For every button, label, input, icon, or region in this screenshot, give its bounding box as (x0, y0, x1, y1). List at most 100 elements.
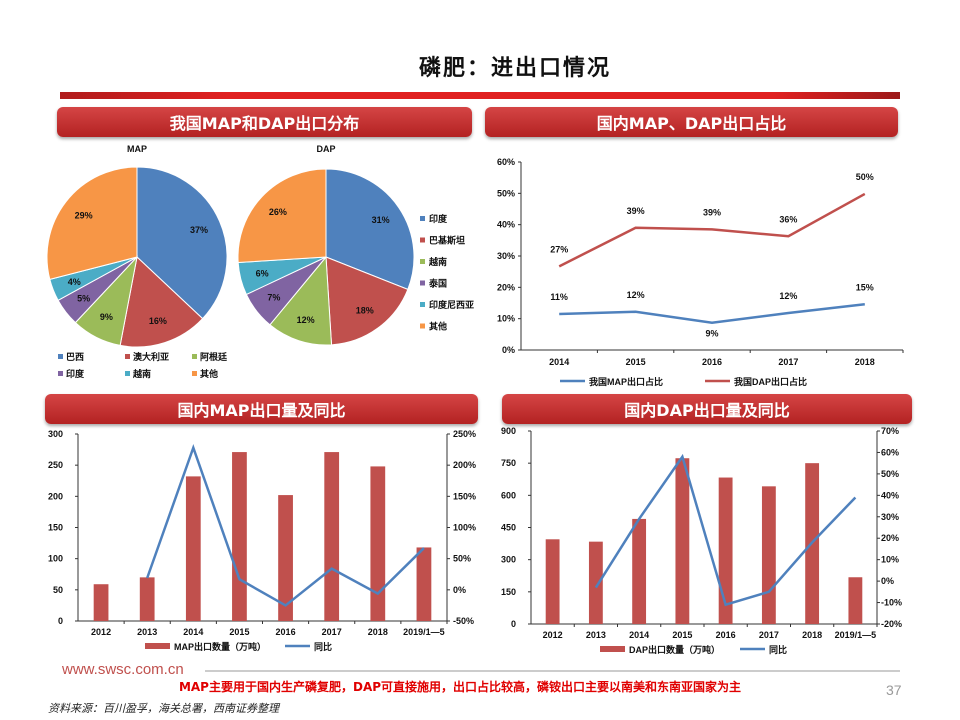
yoy-line (146, 443, 425, 607)
data-label: 12% (779, 291, 797, 301)
legend-swatch (420, 259, 425, 264)
summary-note: MAP主要用于国内生产磷复肥，DAP可直接施用，出口占比较高，磷铵出口主要以南美… (178, 680, 742, 694)
legend-swatch (600, 646, 625, 652)
bar (588, 541, 603, 624)
pie-data-label: 29% (75, 211, 93, 221)
y-tick-label: 10% (497, 314, 515, 324)
legend-swatch (58, 371, 63, 376)
y2-tick-label: 40% (881, 490, 899, 500)
y2-tick-label: 0% (453, 585, 466, 595)
pie-data-label: 16% (149, 316, 167, 326)
pie-data-label: 12% (297, 315, 315, 325)
bar (416, 547, 432, 621)
title-divider (60, 92, 900, 99)
pie-data-label: 37% (190, 225, 208, 235)
legend-label: 印度 (429, 213, 448, 224)
y2-tick-label: 50% (453, 554, 471, 564)
y-tick-label: 0% (502, 345, 515, 355)
legend-label: 巴西 (66, 352, 84, 362)
legend-label: 其他 (429, 321, 447, 332)
legend-label: 同比 (314, 641, 332, 652)
y2-tick-label: -20% (881, 619, 902, 629)
y2-tick-label: -10% (881, 598, 902, 608)
legend-label: 同比 (769, 644, 787, 655)
page-title: 磷肥：进出口情况 (418, 56, 611, 81)
pie-slice (269, 255, 333, 346)
y-tick-label: 900 (501, 426, 516, 436)
legend-swatch (145, 643, 170, 649)
section-header-pie: 我国MAP和DAP出口分布 (57, 107, 472, 137)
y-tick-label: 100 (48, 554, 63, 564)
pie-data-label: 9% (100, 312, 113, 322)
bar (718, 477, 733, 624)
bar (139, 577, 155, 621)
pie-slice (119, 256, 204, 348)
y-tick-label: 50 (53, 585, 63, 595)
bar (324, 452, 340, 621)
y-tick-label: 0 (511, 619, 516, 629)
x-tick-label: 2017 (778, 357, 798, 367)
x-tick-label: 2018 (368, 627, 388, 637)
footer-divider (205, 670, 900, 672)
x-tick-label: 2015 (229, 627, 249, 637)
y-tick-label: 250 (48, 460, 63, 470)
legend-label: 泰国 (428, 278, 447, 289)
pie-data-label: 7% (267, 292, 280, 302)
pie-data-label: 26% (269, 207, 287, 217)
data-label: 11% (550, 292, 568, 302)
y-tick-label: 450 (501, 523, 516, 533)
y-tick-label: 60% (497, 157, 515, 167)
legend-label: 印度 (66, 368, 85, 379)
x-tick-label: 2014 (183, 627, 203, 637)
bar (278, 495, 293, 621)
pie-slice (237, 168, 327, 264)
legend-label: DAP出口数量（万吨） (629, 644, 720, 655)
data-label: 36% (779, 214, 797, 224)
y2-tick-label: 50% (881, 469, 899, 479)
pie-data-label: 5% (77, 293, 90, 303)
legend-label: 越南 (428, 256, 447, 267)
y-tick-label: 0 (58, 616, 63, 626)
x-tick-label: 2012 (91, 627, 111, 637)
x-tick-label: 2017 (759, 630, 779, 640)
y2-tick-label: 70% (881, 426, 899, 436)
section-header-dap-volume: 国内DAP出口量及同比 (502, 394, 912, 424)
x-tick-label: 2014 (549, 357, 569, 367)
y2-tick-label: 0% (881, 576, 894, 586)
legend-swatch (192, 354, 197, 359)
x-tick-label: 2013 (137, 627, 157, 637)
x-tick-label: 2019/1—5 (835, 630, 877, 640)
legend-label: 我国DAP出口占比 (734, 376, 807, 387)
y2-tick-label: -50% (453, 616, 474, 626)
data-label: 39% (627, 206, 645, 216)
bar (185, 476, 201, 621)
x-tick-label: 2015 (672, 630, 692, 640)
x-tick-label: 2016 (702, 357, 722, 367)
legend-swatch (420, 302, 425, 307)
legend-swatch (420, 216, 425, 221)
bar (232, 452, 247, 621)
legend-label: 越南 (132, 368, 151, 379)
y2-tick-label: 200% (453, 460, 476, 470)
section-header-share: 国内MAP、DAP出口占比 (485, 107, 898, 137)
legend-label: 澳大利亚 (133, 351, 169, 362)
legend-label: 印度尼西亚 (429, 299, 474, 310)
bar (761, 486, 776, 624)
data-label: 15% (856, 282, 874, 292)
data-label: 39% (703, 207, 721, 217)
section-header-map-volume: 国内MAP出口量及同比 (45, 394, 478, 424)
legend-swatch (420, 237, 425, 243)
y2-tick-label: 100% (453, 523, 476, 533)
y-tick-label: 30% (497, 251, 515, 261)
legend-label: 其他 (200, 368, 218, 379)
y-tick-label: 150 (48, 523, 63, 533)
x-tick-label: 2019/1—5 (403, 627, 445, 637)
y2-tick-label: 30% (881, 512, 899, 522)
pie-title: DAP (316, 144, 335, 154)
pie-slice (46, 166, 138, 280)
x-tick-label: 2012 (543, 630, 563, 640)
series-line (559, 303, 865, 325)
pie-data-label: 6% (256, 268, 269, 278)
legend-swatch (58, 354, 63, 359)
x-tick-label: 2018 (802, 630, 822, 640)
